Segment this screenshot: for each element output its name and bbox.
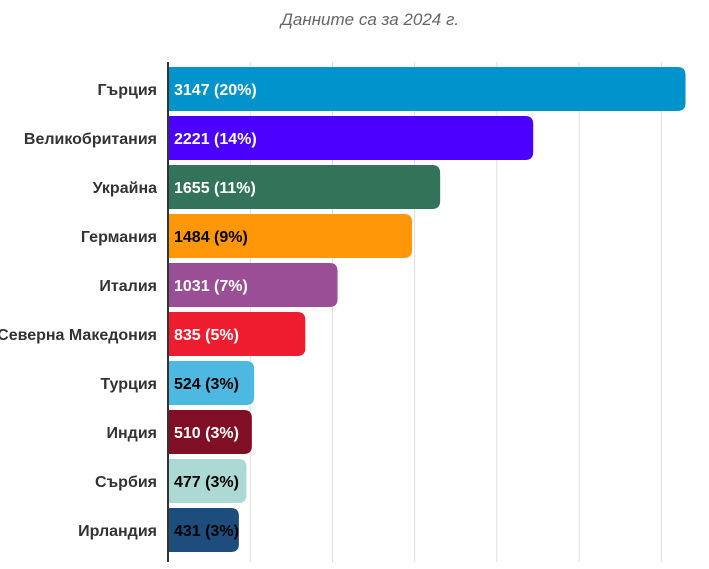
data-label: 1484 (9%) bbox=[174, 229, 248, 246]
data-label: 477 (3%) bbox=[174, 474, 239, 491]
data-label: 2221 (14%) bbox=[174, 131, 257, 148]
data-label: 835 (5%) bbox=[174, 327, 239, 344]
data-label: 510 (3%) bbox=[174, 425, 239, 442]
chart-subtitle: Данните са за 2024 г. bbox=[280, 10, 460, 29]
category-label: Великобритания bbox=[24, 131, 157, 148]
category-label: Индия bbox=[107, 425, 158, 442]
bar bbox=[168, 165, 441, 209]
bar bbox=[168, 263, 338, 307]
category-label: Ирландия bbox=[78, 523, 157, 540]
data-label: 1031 (7%) bbox=[174, 278, 248, 295]
bar bbox=[168, 116, 534, 160]
category-label: Северна Македония bbox=[0, 327, 157, 344]
category-label: Италия bbox=[99, 278, 157, 295]
bar bbox=[168, 214, 413, 258]
category-label: Гърция bbox=[97, 82, 157, 99]
bar bbox=[168, 459, 247, 503]
bar bbox=[168, 410, 252, 454]
data-label: 1655 (11%) bbox=[174, 180, 256, 197]
category-label: Сърбия bbox=[95, 474, 157, 491]
category-label: Украйна bbox=[93, 180, 158, 197]
data-label: 524 (3%) bbox=[174, 376, 239, 393]
bar bbox=[168, 508, 239, 552]
bar bbox=[168, 361, 255, 405]
data-label: 3147 (20%) bbox=[174, 82, 257, 99]
data-label: 431 (3%) bbox=[174, 523, 239, 540]
category-label: Турция bbox=[100, 376, 157, 393]
bar bbox=[168, 67, 686, 111]
bar bbox=[168, 312, 306, 356]
category-label: Германия bbox=[81, 229, 157, 246]
